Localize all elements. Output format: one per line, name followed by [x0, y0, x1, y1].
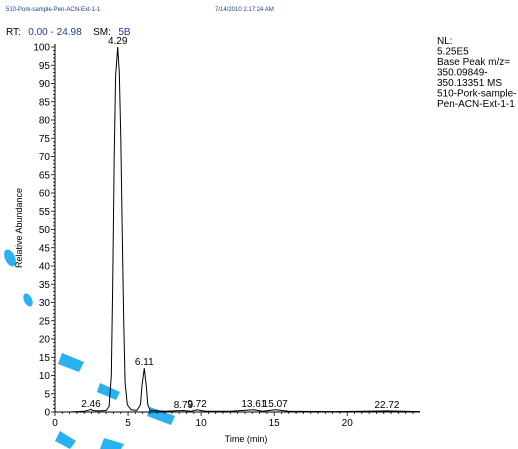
y-tick-group: 0 5 10 15 20 25 30 35 40 45 50 55 60 65 70 75 80 85 90 95 10…	[33, 43, 55, 419]
info-line: 510-Pork-sample-	[437, 89, 516, 100]
x-tick-label: 10	[196, 418, 208, 429]
info-line: 5.25E5	[437, 47, 469, 58]
rt-label: RT:	[6, 27, 21, 38]
y-tick-label: 100	[33, 43, 50, 54]
y-tick-label: 25	[39, 316, 51, 327]
y-tick-label: 70	[39, 152, 51, 163]
x-tick-label: 15	[269, 418, 281, 429]
y-tick-label: 75	[39, 134, 51, 145]
info-line: Base Peak m/z=	[437, 57, 510, 68]
x-tick-label: 20	[342, 418, 354, 429]
y-tick-label: 10	[39, 371, 51, 382]
info-line: 350.13351 MS	[437, 78, 502, 89]
info-line: 350.09849-	[437, 68, 488, 79]
y-tick-label: 0	[44, 408, 50, 419]
y-tick-label: 40	[39, 262, 51, 273]
y-tick-label: 30	[39, 298, 51, 309]
y-tick-label: 5	[44, 389, 50, 400]
x-tick-label: 0	[52, 418, 58, 429]
y-tick-label: 90	[39, 79, 51, 90]
peak-label: 9.72	[187, 399, 207, 410]
peak-label: 13.61	[241, 399, 266, 410]
y-tick-label: 55	[39, 207, 51, 218]
y-tick-label: 80	[39, 116, 51, 127]
sm-label: SM:	[93, 27, 111, 38]
x-tick-group: 0 5 10 15 20	[52, 412, 414, 429]
y-tick-label: 15	[39, 353, 51, 364]
y-tick-label: 85	[39, 97, 51, 108]
sm-value: 5B	[118, 27, 131, 38]
peak-label: 4.29	[108, 36, 128, 47]
y-tick-label: 35	[39, 280, 51, 291]
x-tick-label: 5	[125, 418, 131, 429]
file-name: 510-Pork-sample-Pen-ACN-Ext-1-1	[6, 7, 101, 13]
y-axis-title: Relative Abundance	[14, 188, 24, 268]
peak-label: 22.72	[374, 400, 399, 411]
y-tick-label: 45	[39, 243, 51, 254]
y-tick-label: 20	[39, 335, 51, 346]
chromatogram-trace	[55, 46, 421, 413]
peak-label: 6.11	[135, 357, 154, 368]
rt-range: 0.00 - 24.98	[28, 27, 82, 38]
acquisition-datetime: 7/14/2010 2:17:24 AM	[215, 7, 274, 13]
y-tick-label: 50	[39, 225, 51, 236]
peak-label: 2.46	[81, 399, 101, 410]
info-line: NL:	[437, 36, 453, 47]
peak-label: 15.07	[263, 399, 288, 410]
watermark-graphic	[4, 249, 175, 449]
y-tick-label: 95	[39, 61, 51, 72]
rt-sm-line: RT: 0.00 - 24.98 SM: 5B	[6, 22, 131, 39]
x-axis-title: Time (min)	[225, 434, 268, 444]
y-tick-label: 60	[39, 189, 51, 200]
info-line: Pen-ACN-Ext-1-1	[437, 99, 515, 110]
y-tick-label: 65	[39, 170, 51, 181]
peak-label: 8.79	[174, 400, 194, 411]
